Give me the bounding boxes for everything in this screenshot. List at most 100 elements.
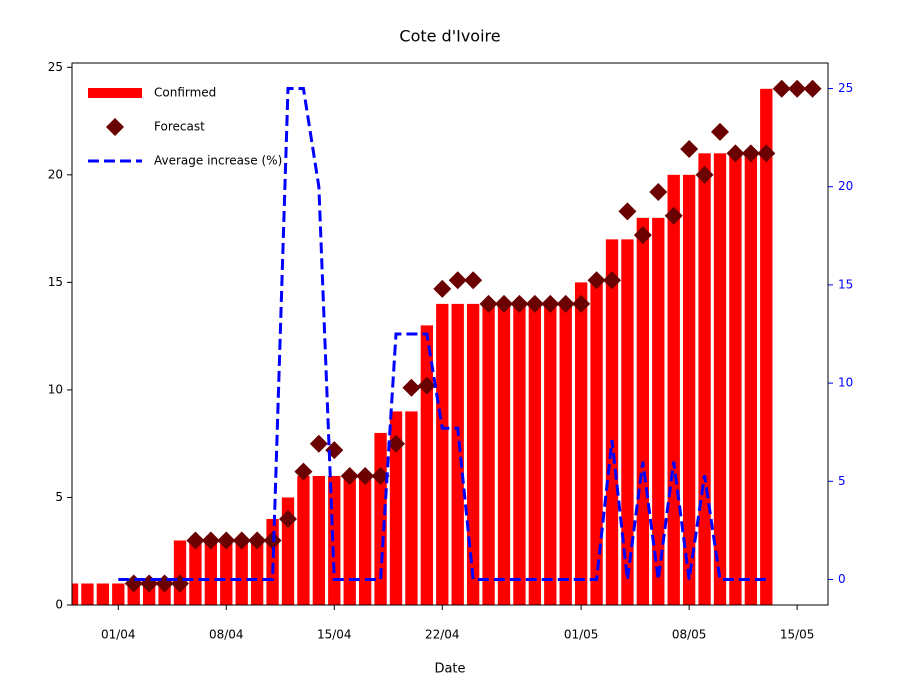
bar (81, 583, 94, 605)
forecast-marker (741, 144, 760, 163)
bar (621, 239, 634, 605)
bar (729, 153, 742, 605)
forecast-marker (433, 279, 452, 298)
bar (297, 475, 310, 605)
bar (420, 325, 434, 605)
bar (220, 540, 233, 605)
bar (328, 475, 341, 605)
forecast-marker (495, 294, 513, 313)
legend-label: Forecast (154, 120, 205, 134)
forecast-marker (448, 271, 467, 290)
bar (358, 475, 372, 605)
x-axis-label: Date (434, 662, 465, 677)
bar (204, 540, 218, 605)
forecast-marker (186, 531, 205, 550)
forecast-marker (464, 271, 483, 290)
bar (96, 583, 110, 605)
forecast-marker (140, 574, 159, 593)
bar (574, 282, 588, 605)
bar (405, 411, 418, 605)
x-tick-label: 22/04 (425, 628, 460, 642)
forecast-marker (603, 271, 621, 290)
forecast-marker (711, 122, 729, 141)
bar (451, 303, 464, 605)
average-line (118, 87, 767, 581)
bar (760, 88, 773, 605)
bar (559, 303, 572, 605)
y2-tick-label: 0 (838, 572, 846, 586)
forecast-marker (232, 531, 251, 550)
y2-tick-label: 5 (838, 474, 846, 488)
y-tick-label: 25 (48, 60, 63, 74)
forecast-marker (541, 294, 560, 313)
bar (528, 303, 542, 605)
forecast-marker (124, 574, 143, 593)
chart-title: Cote d'Ivoire (399, 27, 500, 46)
forecast-marker (757, 144, 776, 163)
y-tick-label: 5 (55, 490, 63, 504)
forecast-marker (309, 434, 328, 453)
forecast-marker (680, 140, 699, 159)
forecast-marker (201, 531, 220, 550)
forecast-marker (248, 531, 267, 550)
forecast-marker (803, 79, 822, 98)
y-tick-label: 15 (48, 275, 63, 289)
bar (544, 303, 557, 605)
y2-tick-label: 10 (838, 376, 853, 390)
bar (682, 174, 696, 605)
x-tick-label: 15/04 (317, 628, 352, 642)
forecast-marker (417, 376, 436, 395)
bar (698, 153, 711, 605)
forecast-marker (618, 202, 637, 221)
forecast-marker (726, 144, 745, 163)
y2-tick-label: 20 (838, 179, 853, 193)
forecast-marker (294, 462, 313, 481)
bar (235, 540, 248, 605)
forecast-marker (633, 226, 652, 245)
forecast-marker (587, 271, 606, 290)
bar (652, 217, 665, 605)
forecast-marker (664, 206, 683, 225)
bar (250, 540, 264, 605)
bar (343, 475, 356, 605)
forecast-marker (387, 434, 405, 453)
forecast-marker (340, 466, 359, 485)
legend-swatch (88, 88, 142, 98)
forecast-marker (788, 79, 807, 98)
forecast-marker (556, 294, 575, 313)
bar (497, 303, 511, 605)
forecast-marker (217, 531, 236, 550)
bar (605, 239, 619, 605)
bar (436, 303, 449, 605)
legend-marker (106, 118, 124, 136)
forecast-marker (402, 378, 421, 397)
forecast-marker (572, 294, 591, 313)
bar (744, 153, 758, 605)
bar (482, 303, 495, 605)
x-tick-label: 01/05 (564, 628, 599, 642)
forecast-marker (371, 466, 390, 485)
forecast-marker (356, 466, 375, 485)
bar (189, 540, 202, 605)
plot-frame (71, 62, 829, 606)
legend-label: Average increase (%) (154, 154, 282, 168)
legend-label: Confirmed (154, 86, 216, 100)
forecast-marker (155, 574, 174, 593)
bar (389, 411, 403, 605)
bar (667, 174, 680, 605)
forecast-marker (279, 509, 297, 528)
bar (513, 303, 526, 605)
forecast-marker (479, 294, 498, 313)
bar (590, 282, 603, 605)
bar (466, 303, 480, 605)
forecast-marker (171, 574, 189, 593)
forecast-marker (772, 79, 791, 98)
forecast-marker (525, 294, 544, 313)
bar (72, 583, 79, 605)
y-tick-label: 20 (48, 167, 63, 181)
x-tick-label: 15/05 (780, 628, 815, 642)
x-tick-label: 08/04 (209, 628, 244, 642)
bar (636, 217, 650, 605)
bar (173, 540, 187, 605)
